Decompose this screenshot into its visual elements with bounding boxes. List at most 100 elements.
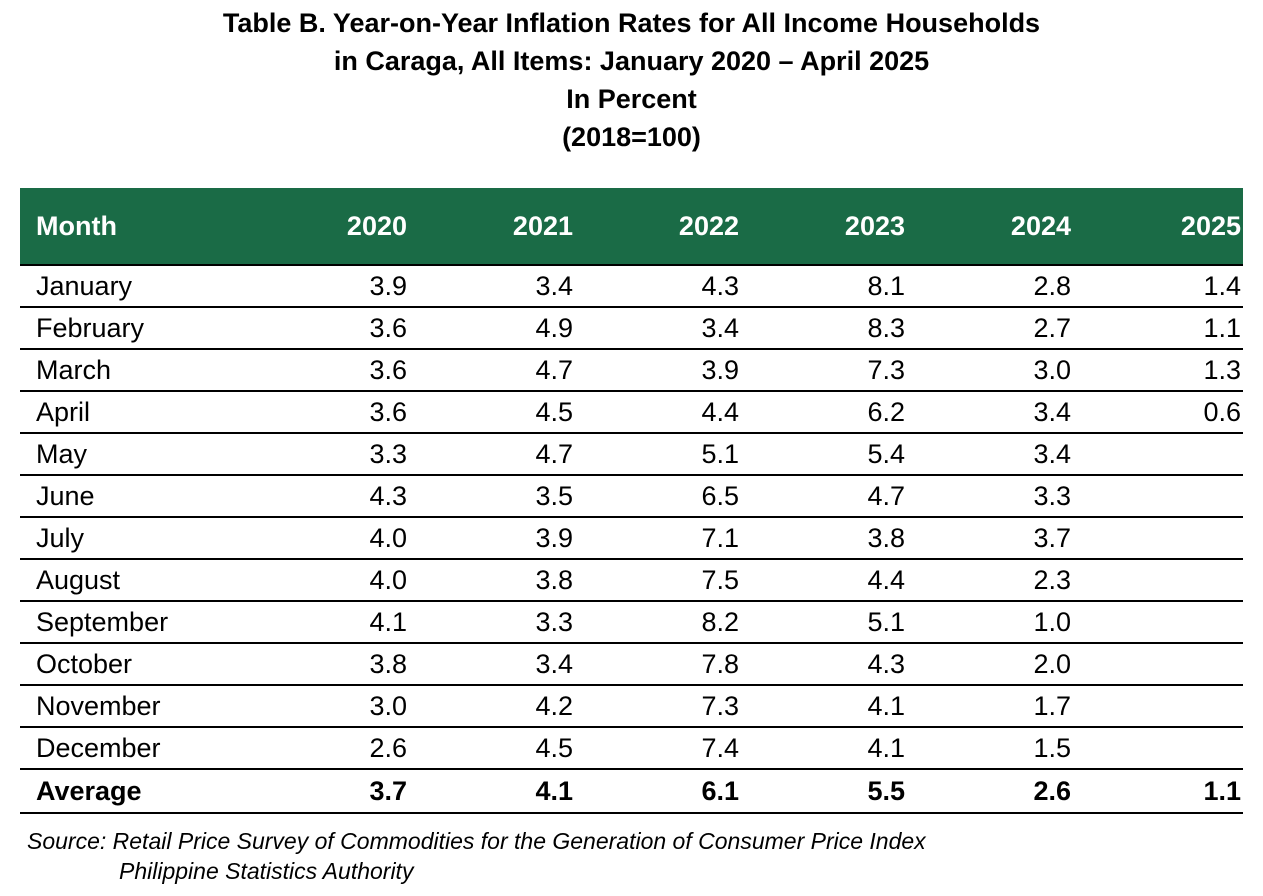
value-cell-2022: 5.1: [587, 433, 753, 476]
value-cell-2022: 7.4: [587, 727, 753, 770]
title-line-1: Table B. Year-on-Year Inflation Rates fo…: [222, 8, 1041, 38]
month-label: March: [20, 349, 255, 392]
value-cell-2022: 3.4: [587, 307, 753, 350]
value-cell-2022: 7.1: [587, 517, 753, 560]
table-row: April 3.6 4.5 4.4 6.2 3.4 0.6: [20, 391, 1243, 434]
value-cell-2023: 4.1: [753, 685, 919, 728]
value-cell-2023: 4.3: [753, 643, 919, 686]
table-row: July 4.0 3.9 7.1 3.8 3.7: [20, 517, 1243, 560]
value-cell-2021: 3.9: [421, 517, 587, 560]
average-value-2023: 5.5: [753, 769, 919, 814]
month-label: November: [20, 685, 255, 728]
month-label: January: [20, 265, 255, 308]
source-line-2: Philippine Statistics Authority: [119, 858, 414, 884]
average-value-2022: 6.1: [587, 769, 753, 814]
table-row: May 3.3 4.7 5.1 5.4 3.4: [20, 433, 1243, 476]
month-label: October: [20, 643, 255, 686]
value-cell-2021: 4.7: [421, 349, 587, 392]
title-line-2: in Caraga, All Items: January 2020 – Apr…: [333, 46, 930, 76]
title-line-4: (2018=100): [562, 122, 701, 152]
table-title: Table B. Year-on-Year Inflation Rates fo…: [0, 4, 1263, 156]
value-cell-2021: 3.5: [421, 475, 587, 518]
value-cell-2021: 3.3: [421, 601, 587, 644]
value-cell-2020: 4.3: [255, 475, 421, 518]
table-row: February 3.6 4.9 3.4 8.3 2.7 1.1: [20, 307, 1243, 350]
value-cell-2025: [1085, 685, 1243, 728]
value-cell-2022: 7.3: [587, 685, 753, 728]
value-cell-2021: 4.2: [421, 685, 587, 728]
value-cell-2024: 2.8: [919, 265, 1085, 308]
value-cell-2022: 7.5: [587, 559, 753, 602]
source-line-1: Source: Retail Price Survey of Commoditi…: [27, 828, 926, 854]
value-cell-2021: 3.8: [421, 559, 587, 602]
value-cell-2023: 8.1: [753, 265, 919, 308]
value-cell-2021: 4.5: [421, 727, 587, 770]
header-year-2024: 2024: [919, 188, 1085, 266]
month-label: July: [20, 517, 255, 560]
value-cell-2021: 3.4: [421, 643, 587, 686]
value-cell-2023: 4.4: [753, 559, 919, 602]
value-cell-2024: 3.3: [919, 475, 1085, 518]
value-cell-2025: [1085, 559, 1243, 602]
value-cell-2024: 3.7: [919, 517, 1085, 560]
value-cell-2024: 1.7: [919, 685, 1085, 728]
value-cell-2022: 3.9: [587, 349, 753, 392]
value-cell-2025: 1.1: [1085, 307, 1243, 350]
value-cell-2022: 4.3: [587, 265, 753, 308]
value-cell-2020: 3.8: [255, 643, 421, 686]
table-row: September 4.1 3.3 8.2 5.1 1.0: [20, 601, 1243, 644]
value-cell-2020: 4.0: [255, 517, 421, 560]
value-cell-2022: 6.5: [587, 475, 753, 518]
month-label: April: [20, 391, 255, 434]
header-month: Month: [20, 188, 255, 266]
value-cell-2023: 5.1: [753, 601, 919, 644]
header-year-2023: 2023: [753, 188, 919, 266]
average-value-2024: 2.6: [919, 769, 1085, 814]
value-cell-2025: [1085, 475, 1243, 518]
value-cell-2023: 8.3: [753, 307, 919, 350]
value-cell-2020: 3.6: [255, 349, 421, 392]
value-cell-2025: 1.3: [1085, 349, 1243, 392]
month-label: May: [20, 433, 255, 476]
average-value-2020: 3.7: [255, 769, 421, 814]
value-cell-2024: 3.4: [919, 433, 1085, 476]
value-cell-2025: [1085, 727, 1243, 770]
value-cell-2020: 3.6: [255, 307, 421, 350]
average-value-2021: 4.1: [421, 769, 587, 814]
value-cell-2024: 3.4: [919, 391, 1085, 434]
header-year-2025: 2025: [1085, 188, 1243, 266]
value-cell-2025: [1085, 643, 1243, 686]
table-row: December 2.6 4.5 7.4 4.1 1.5: [20, 727, 1243, 770]
value-cell-2025: 1.4: [1085, 265, 1243, 308]
value-cell-2021: 4.9: [421, 307, 587, 350]
table-row: January 3.9 3.4 4.3 8.1 2.8 1.4: [20, 265, 1243, 308]
value-cell-2020: 3.6: [255, 391, 421, 434]
inflation-table: Month 2020 2021 2022 2023 2024 2025 Janu…: [20, 188, 1243, 814]
value-cell-2023: 7.3: [753, 349, 919, 392]
value-cell-2020: 4.1: [255, 601, 421, 644]
value-cell-2020: 4.0: [255, 559, 421, 602]
value-cell-2025: [1085, 433, 1243, 476]
average-row: Average 3.7 4.1 6.1 5.5 2.6 1.1: [20, 769, 1243, 814]
title-line-3: In Percent: [566, 84, 697, 114]
table-row: November 3.0 4.2 7.3 4.1 1.7: [20, 685, 1243, 728]
value-cell-2024: 2.3: [919, 559, 1085, 602]
value-cell-2022: 4.4: [587, 391, 753, 434]
value-cell-2024: 3.0: [919, 349, 1085, 392]
value-cell-2023: 4.1: [753, 727, 919, 770]
value-cell-2024: 1.5: [919, 727, 1085, 770]
month-label: December: [20, 727, 255, 770]
value-cell-2023: 4.7: [753, 475, 919, 518]
value-cell-2025: [1085, 517, 1243, 560]
source-note: Source: Retail Price Survey of Commoditi…: [27, 826, 926, 886]
value-cell-2020: 2.6: [255, 727, 421, 770]
value-cell-2022: 7.8: [587, 643, 753, 686]
value-cell-2021: 3.4: [421, 265, 587, 308]
value-cell-2021: 4.5: [421, 391, 587, 434]
average-value-2025: 1.1: [1085, 769, 1243, 814]
value-cell-2020: 3.9: [255, 265, 421, 308]
month-label: August: [20, 559, 255, 602]
table-body: January 3.9 3.4 4.3 8.1 2.8 1.4 February 3.6 4.9 3…: [20, 265, 1243, 770]
value-cell-2023: 5.4: [753, 433, 919, 476]
value-cell-2025: 0.6: [1085, 391, 1243, 434]
